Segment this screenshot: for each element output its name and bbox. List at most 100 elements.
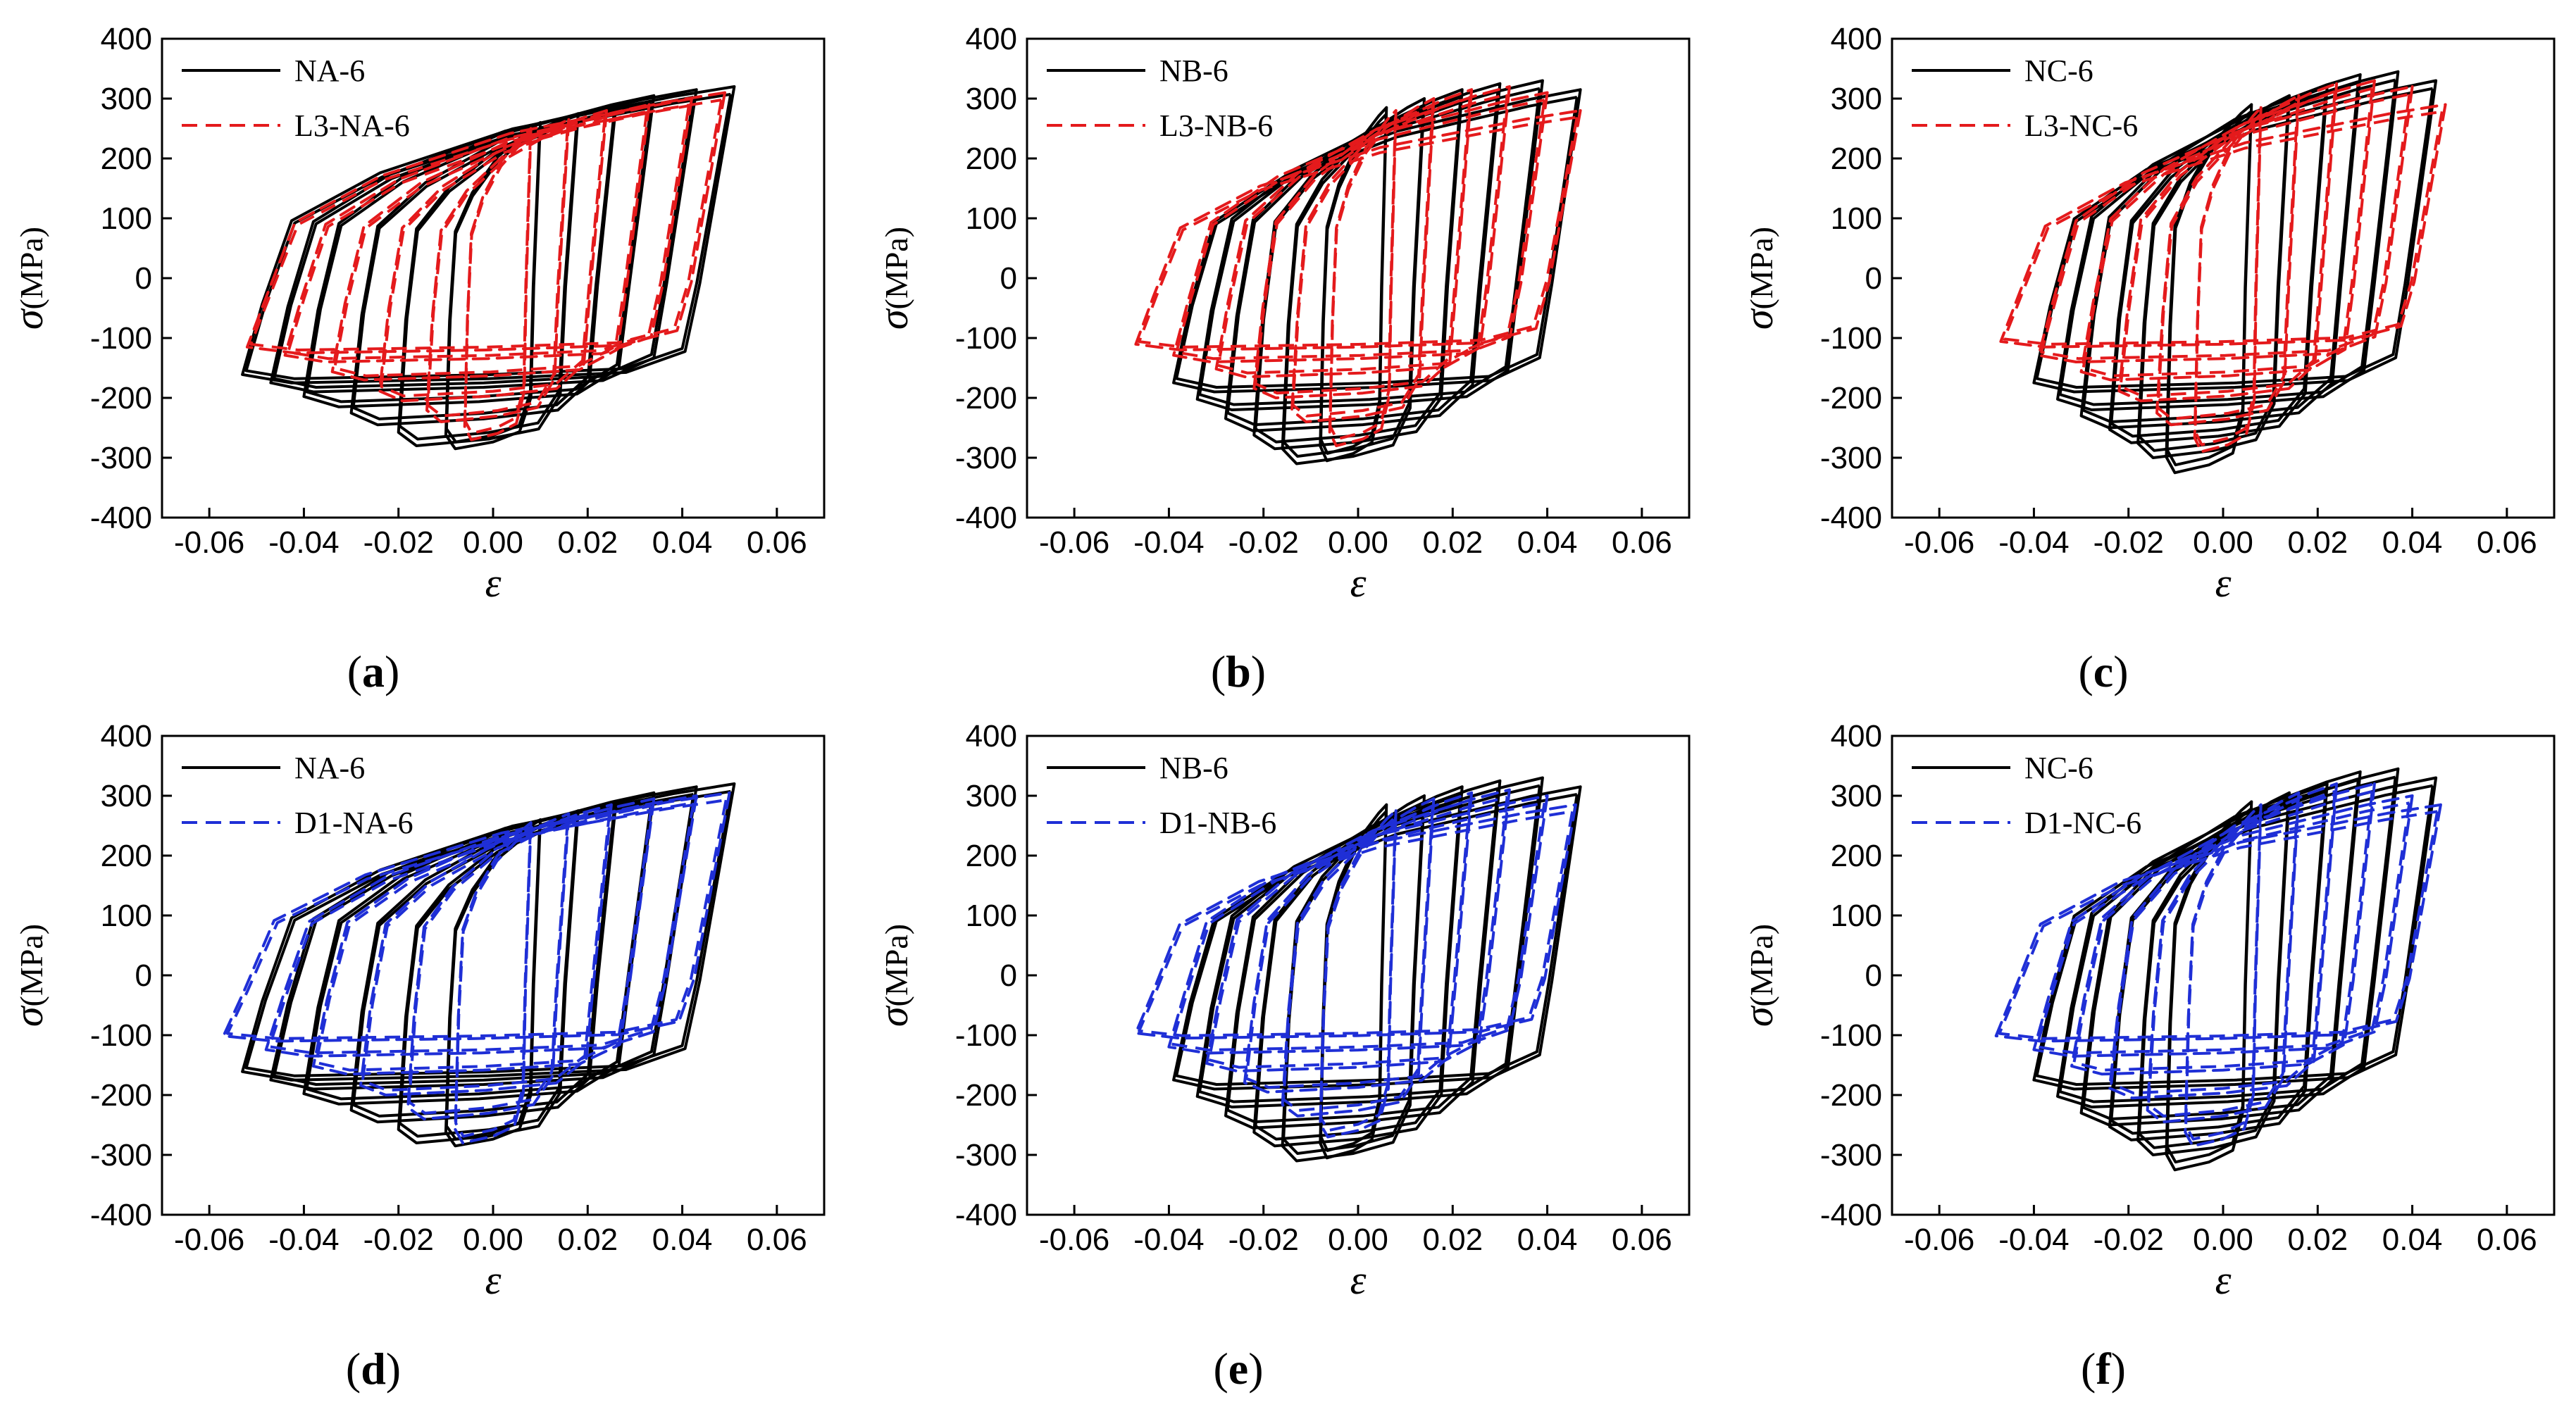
legend-label-NC-6: NC-6 — [2024, 54, 2093, 88]
loop-D1-NA-6-6-cycle-2 — [226, 799, 728, 1040]
x-axis-title: ε — [2215, 1257, 2232, 1303]
plot-area — [241, 85, 736, 451]
loop-NB-6-5 — [1195, 776, 1544, 1108]
x-tick-label: 0.02 — [2287, 1222, 2348, 1257]
loop-NB-6-4 — [1224, 82, 1502, 432]
y-tick-label: -300 — [955, 441, 1017, 475]
y-tick-label: 200 — [966, 142, 1017, 176]
legend-label-NA-6: NA-6 — [294, 751, 365, 785]
y-tick-label: -200 — [90, 381, 152, 415]
x-tick-label: -0.04 — [1998, 1222, 2069, 1257]
y-tick-label: -200 — [90, 1078, 152, 1113]
legend: NA-6 L3-NA-6 — [182, 54, 410, 143]
loop-L3-NA-6-3-cycle-2 — [380, 115, 606, 398]
x-tick-label: -0.06 — [1904, 1222, 1974, 1257]
y-tick-label: -100 — [955, 321, 1017, 356]
x-tick-label: 0.06 — [747, 525, 807, 560]
panel-label: (a) — [347, 646, 400, 696]
y-tick-label: 100 — [966, 899, 1017, 933]
loop-D1-NC-6-5 — [2032, 794, 2414, 1058]
y-tick-label: -200 — [955, 1078, 1017, 1113]
series-L3-NC-6 — [1999, 79, 2447, 454]
y-tick-label: 200 — [1831, 142, 1882, 176]
legend-label-D1-NA-6: D1-NA-6 — [294, 806, 413, 840]
y-tick-label: 400 — [966, 22, 1017, 56]
loop-L3-NC-6-5 — [2037, 85, 2414, 363]
loop-NC-6-5 — [2056, 767, 2400, 1108]
loop-NC-6-4 — [2079, 73, 2362, 430]
y-axis-unit: (MPa) — [878, 924, 914, 1007]
plot-area — [1999, 70, 2447, 475]
y-tick-label: 200 — [101, 142, 152, 176]
y-tick-label: 300 — [966, 779, 1017, 813]
panel-label: (f) — [2081, 1344, 2126, 1394]
x-tick-label: 0.04 — [2382, 525, 2443, 560]
legend-label-NB-6: NB-6 — [1159, 751, 1228, 785]
x-tick-label: 0.02 — [557, 1222, 618, 1257]
x-axis-title: ε — [2215, 560, 2232, 606]
loop-L3-NB-6-6 — [1134, 109, 1582, 351]
loop-L3-NC-6-6 — [1999, 103, 2447, 349]
x-tick-label: -0.06 — [174, 1222, 244, 1257]
panel-label: (e) — [1213, 1344, 1263, 1394]
y-tick-label: -400 — [955, 501, 1017, 535]
x-tick-label: 0.02 — [557, 525, 618, 560]
y-tick-label: 300 — [1831, 82, 1882, 116]
x-tick-label: 0.06 — [2477, 525, 2537, 560]
y-tick-label: 300 — [101, 82, 152, 116]
x-tick-label: -0.02 — [1228, 1222, 1299, 1257]
loop-D1-NA-6-1-cycle-2 — [454, 827, 532, 1138]
x-tick-label: 0.00 — [2193, 525, 2253, 560]
y-tick-label: -400 — [1820, 1198, 1882, 1232]
x-tick-label: -0.06 — [174, 525, 244, 560]
axis-frame — [161, 37, 826, 519]
loop-L3-NC-6-6-cycle-2 — [2003, 110, 2444, 346]
loop-D1-NC-6-6 — [1994, 803, 2442, 1043]
y-tick-label: -400 — [955, 1198, 1017, 1232]
legend-label-L3-NB-6: L3-NB-6 — [1159, 108, 1273, 143]
loop-D1-NB-6-6 — [1134, 803, 1577, 1040]
y-tick-label: 100 — [1831, 899, 1882, 933]
x-tick-label: 0.00 — [2193, 1222, 2253, 1257]
legend-label-L3-NA-6: L3-NA-6 — [294, 108, 410, 143]
legend-label-L3-NC-6: L3-NC-6 — [2024, 108, 2138, 143]
y-tick-label: 0 — [1865, 958, 1882, 993]
loop-L3-NA-6-2-cycle-2 — [426, 124, 569, 418]
y-tick-label: 300 — [966, 82, 1017, 116]
y-tick-label: 300 — [1831, 779, 1882, 813]
y-tick-label: -200 — [955, 381, 1017, 415]
y-axis-symbol: σ — [871, 1005, 916, 1027]
series-D1-NC-6 — [1994, 782, 2442, 1148]
y-tick-label: -400 — [90, 1198, 152, 1232]
x-tick-label: 0.02 — [2287, 525, 2348, 560]
legend: NC-6 L3-NC-6 — [1912, 54, 2138, 143]
loop-D1-NC-6-4-cycle-2 — [2072, 789, 2374, 1072]
legend: NC-6 D1-NC-6 — [1912, 751, 2141, 840]
series-D1-NB-6 — [1134, 788, 1577, 1139]
loop-L3-NC-6-3 — [2117, 82, 2339, 403]
chart-panel-a: -0.06 -0.04 -0.02 0.00 0.02 0.04 0.06 400 300 200… — [6, 22, 826, 696]
loop-D1-NC-6-3-cycle-2 — [2110, 790, 2337, 1095]
loop-L3-NB-6-2-cycle-2 — [1291, 104, 1434, 418]
x-tick-label: -0.02 — [2093, 525, 2164, 560]
legend: NB-6 D1-NB-6 — [1047, 751, 1276, 840]
series-L3-NB-6 — [1134, 85, 1582, 447]
loop-D1-NB-6-5 — [1167, 794, 1549, 1055]
loop-D1-NB-6-6-cycle-2 — [1138, 810, 1574, 1037]
x-tick-label: -0.02 — [1228, 525, 1299, 560]
loop-L3-NB-6-6-cycle-2 — [1138, 115, 1579, 349]
x-tick-label: 0.00 — [463, 525, 523, 560]
loop-NB-6-4 — [1224, 779, 1502, 1130]
y-axis-title: σ(MPa) — [871, 924, 916, 1027]
y-tick-label: 300 — [101, 779, 152, 813]
x-tick-label: 0.02 — [1422, 525, 1483, 560]
series-NA-6 — [241, 85, 736, 451]
axis-frame — [1026, 734, 1691, 1216]
loop-D1-NA-6-3 — [359, 803, 613, 1096]
x-tick-label: 0.00 — [463, 1222, 523, 1257]
loop-L3-NC-6-4 — [2079, 79, 2376, 382]
x-tick-label: 0.00 — [1328, 525, 1388, 560]
x-tick-label: 0.06 — [747, 1222, 807, 1257]
loop-D1-NB-6-2-cycle-2 — [1282, 804, 1434, 1112]
